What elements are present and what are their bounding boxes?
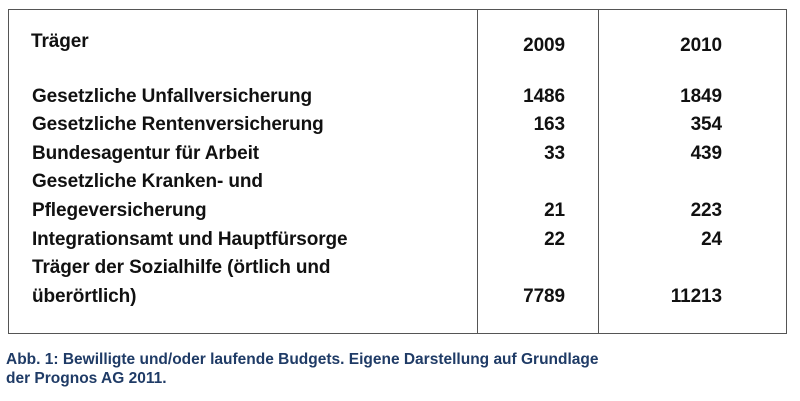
row-label: Bundesagentur für Arbeit bbox=[32, 143, 260, 164]
header-2010: 2010 bbox=[680, 35, 722, 56]
row-label-continuation: Pflegeversicherung bbox=[32, 200, 207, 221]
row-label: Gesetzliche Kranken- und bbox=[32, 171, 263, 192]
row-label: Gesetzliche Rentenversicherung bbox=[32, 114, 324, 135]
header-2009: 2009 bbox=[523, 35, 565, 56]
value-2009: 21 bbox=[544, 200, 565, 221]
column-divider-2010 bbox=[598, 10, 599, 333]
caption-line-2: der Prognos AG 2011. bbox=[6, 370, 167, 387]
row-label-continuation: überörtlich) bbox=[32, 286, 137, 307]
caption-line-1: Abb. 1: Bewilligte und/oder laufende Bud… bbox=[6, 351, 599, 368]
figure-caption: Abb. 1: Bewilligte und/oder laufende Bud… bbox=[6, 350, 599, 388]
column-divider-2009 bbox=[477, 10, 478, 333]
value-2009: 163 bbox=[533, 114, 566, 135]
value-2010: 439 bbox=[690, 143, 723, 164]
value-2010: 354 bbox=[690, 114, 723, 135]
row-label: Gesetzliche Unfallversicherung bbox=[32, 86, 312, 107]
value-2009: 33 bbox=[544, 143, 565, 164]
value-2009: 1486 bbox=[523, 86, 565, 107]
header-traeger: Träger bbox=[31, 31, 89, 52]
value-2010: 223 bbox=[690, 200, 723, 221]
value-2010: 24 bbox=[701, 229, 722, 250]
value-2010: 11213 bbox=[670, 286, 722, 307]
value-2009: 22 bbox=[544, 229, 565, 250]
value-2009: 7789 bbox=[523, 286, 565, 307]
row-label: Träger der Sozialhilfe (örtlich und bbox=[32, 257, 331, 278]
row-label: Integrationsamt und Hauptfürsorge bbox=[32, 229, 348, 250]
value-2010: 1849 bbox=[680, 86, 722, 107]
budget-table bbox=[8, 9, 787, 334]
